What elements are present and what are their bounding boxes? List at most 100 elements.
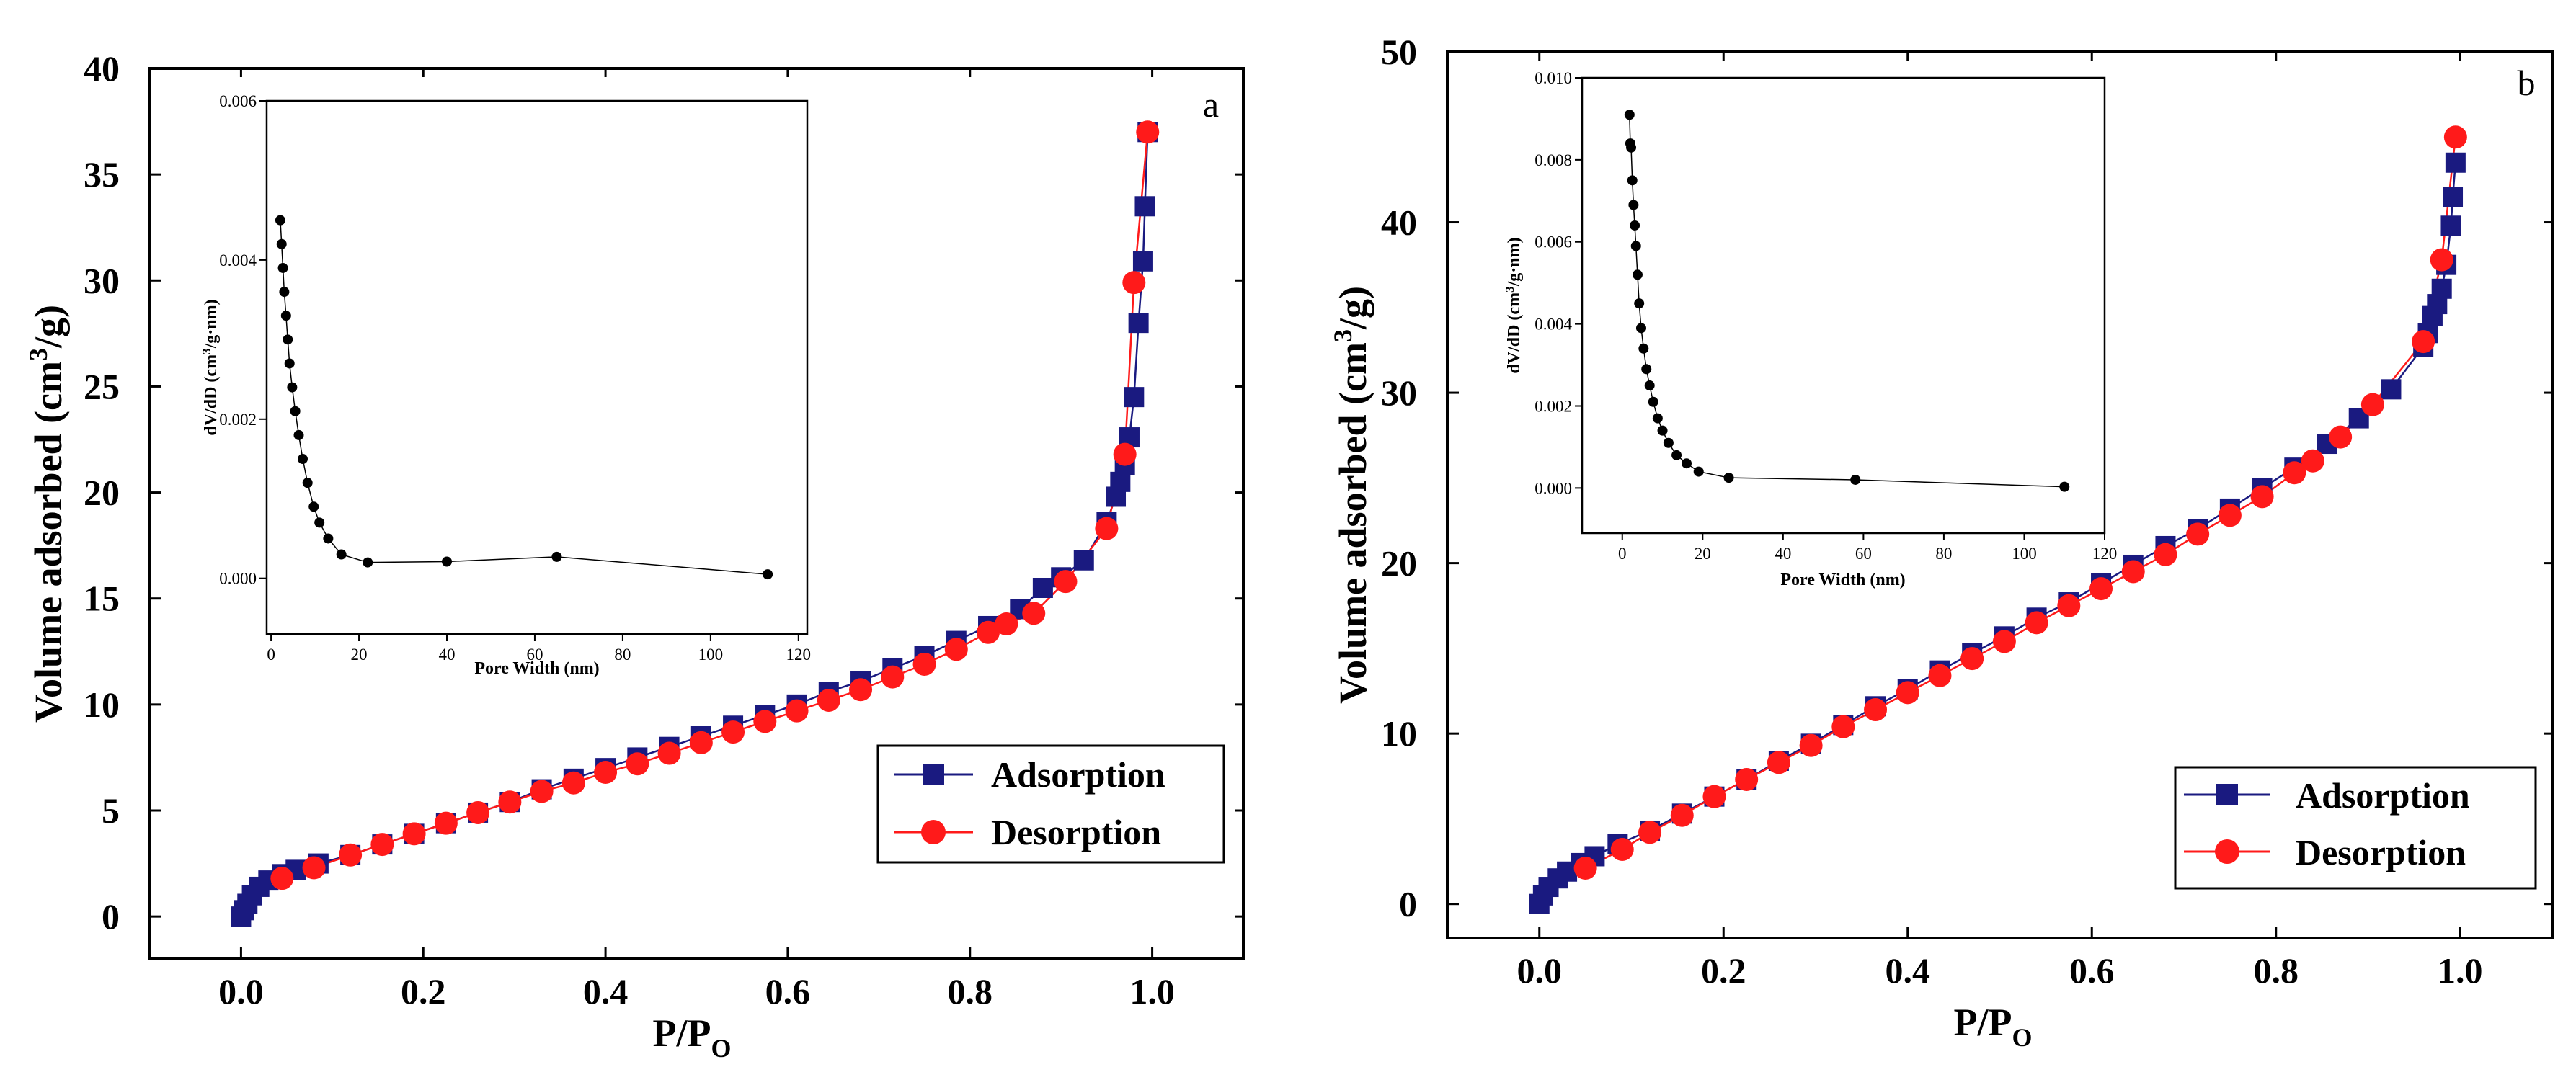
inset: 0 20 40 60 80 100 120 0.000 0.002 0.004 0.006 Por…: [200, 92, 811, 678]
point-desorption: [785, 699, 809, 723]
y-axis: 0 5 10 15 20 25 30 35 40: [84, 48, 1243, 937]
point-desorption: [1670, 803, 1694, 827]
inset-point: [277, 262, 288, 273]
inset-point: [1663, 437, 1674, 448]
x-axis-label: P/PO: [653, 1012, 732, 1063]
inset-point: [1723, 473, 1734, 483]
inset-point: [1644, 380, 1655, 391]
x-tick-label: 0.4: [1886, 950, 1931, 991]
series-layer: [231, 120, 1160, 927]
inset-point: [363, 557, 373, 568]
inset-x-tick-label: 40: [439, 646, 456, 664]
point-adsorption: [2443, 187, 2464, 207]
inset-x-tick-label: 100: [698, 646, 724, 664]
x-tick-label: 0.0: [218, 971, 264, 1012]
x-axis: 0.0 0.2 0.4 0.6 0.8 1.0: [218, 68, 1175, 1012]
x-tick-label: 0.2: [401, 971, 446, 1012]
point-desorption: [881, 665, 905, 689]
inset-y-tick-label: 0.002: [219, 411, 257, 429]
inset-point: [1652, 413, 1663, 424]
inset-point: [323, 533, 334, 544]
point-desorption: [995, 612, 1018, 636]
y-tick-label: 20: [1381, 543, 1417, 584]
inset-point: [284, 358, 295, 369]
y-tick-label: 10: [1381, 713, 1417, 754]
inset-point: [1627, 175, 1638, 186]
inset-point: [551, 551, 562, 562]
y-tick-label: 25: [84, 366, 120, 406]
inset-point: [275, 215, 285, 226]
point-desorption: [2443, 125, 2467, 149]
point-desorption: [1928, 664, 1952, 687]
point-desorption: [1992, 630, 2016, 653]
inset-y-tick-label: 0.002: [1535, 397, 1572, 415]
inset-y-tick-label: 0.008: [1535, 151, 1572, 169]
inset-x-axis-label: Pore Width (nm): [474, 659, 599, 678]
inset-x-tick-label: 120: [786, 646, 812, 664]
point-desorption: [1896, 681, 1919, 705]
inset-x-tick-label: 80: [614, 646, 631, 664]
panel-label: b: [2518, 63, 2536, 103]
point-desorption: [1573, 857, 1597, 880]
point-desorption: [402, 822, 426, 846]
inset-point: [336, 549, 347, 560]
x-tick-label: 0.8: [2254, 950, 2299, 991]
inset-point: [276, 238, 287, 249]
point-adsorption: [2431, 278, 2452, 299]
inset-x-axis-label: Pore Width (nm): [1780, 571, 1905, 589]
panel-a: 0.0 0.2 0.4 0.6 0.8 1.0 0 5 10 15 20 25 30 35 40 a P/…: [24, 48, 1245, 1063]
inset-frame: [1581, 76, 2106, 535]
point-desorption: [944, 638, 968, 661]
inset-point: [1671, 450, 1682, 460]
point-desorption: [912, 652, 936, 676]
panel-b: 0.0 0.2 0.4 0.6 0.8 1.0 0 10 20 30 40 50 b P/PO Vo…: [1328, 32, 2554, 1052]
point-adsorption: [1132, 251, 1153, 272]
plot-frame: [148, 67, 1245, 960]
point-desorption: [2430, 248, 2453, 272]
inset-point: [287, 382, 298, 393]
x-tick-label: 0.0: [1517, 950, 1563, 991]
inset-point: [308, 501, 319, 512]
inset-series: [1624, 110, 2070, 492]
legend: Adsorption Desorption: [2174, 766, 2537, 890]
point-desorption: [594, 761, 618, 785]
point-desorption: [2186, 522, 2210, 546]
x-tick-label: 0.4: [583, 971, 629, 1012]
legend-marker-adsorption: [2216, 784, 2238, 805]
point-desorption: [977, 620, 1000, 644]
point-desorption: [1054, 570, 1078, 594]
point-desorption: [2301, 449, 2324, 473]
point-desorption: [689, 731, 713, 754]
point-desorption: [2218, 504, 2242, 527]
inset-point: [1682, 458, 1692, 469]
inset-y-axis: 0.000 0.002 0.004 0.006 0.008 0.010: [1535, 69, 1582, 497]
inset-x-tick-label: 100: [2012, 545, 2037, 563]
point-desorption: [657, 741, 681, 765]
point-desorption: [498, 790, 522, 814]
legend-marker-desorption: [921, 820, 946, 844]
point-adsorption: [2381, 379, 2402, 400]
inset-x-tick-label: 20: [1695, 545, 1711, 563]
y-tick-label: 40: [84, 48, 120, 89]
legend-marker-desorption: [2215, 839, 2239, 864]
y-axis: 0 10 20 30 40 50: [1381, 32, 2552, 924]
inset-point: [1850, 474, 1861, 485]
x-axis: 0.0 0.2 0.4 0.6 0.8 1.0: [1517, 52, 2483, 991]
inset-y-tick-label: 0.010: [1535, 69, 1572, 87]
inset-x-tick-label: 0: [267, 646, 275, 664]
point-adsorption: [2440, 215, 2461, 236]
point-desorption: [302, 856, 326, 880]
y-tick-label: 0: [102, 896, 120, 937]
inset-x-axis: 0 20 40 60 80 100 120: [1618, 533, 2117, 563]
point-desorption: [1122, 271, 1146, 295]
point-desorption: [1864, 698, 1888, 722]
inset-y-tick-label: 0.000: [1535, 479, 1572, 497]
point-desorption: [1610, 838, 1634, 861]
inset-point: [314, 517, 325, 528]
y-tick-label: 10: [84, 684, 120, 725]
inset-x-tick-label: 120: [2092, 545, 2118, 563]
plot-frame: [1446, 50, 2554, 939]
inset-point: [280, 311, 291, 321]
point-adsorption: [1032, 578, 1053, 598]
x-axis-label: P/PO: [1954, 1001, 2033, 1052]
